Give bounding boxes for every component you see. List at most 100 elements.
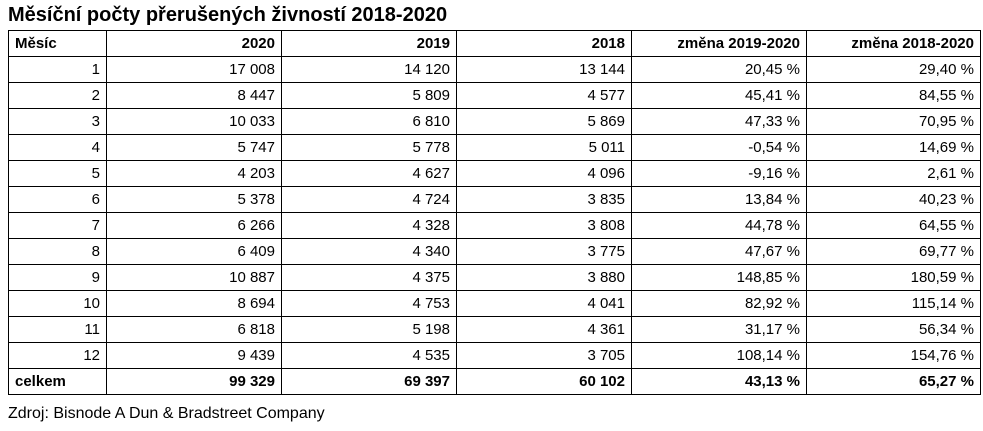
table-cell: 13 144 — [456, 56, 632, 83]
table-cell: 5 — [8, 160, 107, 187]
table-row: 11 6 818 5 198 4 361 31,17 % 56,34 % — [8, 316, 981, 343]
table-cell: 10 033 — [106, 108, 282, 135]
table-cell: 148,85 % — [631, 264, 807, 291]
table-cell: 56,34 % — [806, 316, 981, 343]
table-cell: 20,45 % — [631, 56, 807, 83]
total-row: celkem 99 329 69 397 60 102 43,13 % 65,27 % — [8, 368, 981, 395]
table-cell: 7 — [8, 212, 107, 239]
table-cell: 29,40 % — [806, 56, 981, 83]
table-cell: 9 439 — [106, 342, 282, 369]
table-cell: 5 747 — [106, 134, 282, 161]
table-cell: 5 198 — [281, 316, 457, 343]
table-cell: 13,84 % — [631, 186, 807, 213]
table-cell: 6 810 — [281, 108, 457, 135]
table-cell: 10 887 — [106, 264, 282, 291]
table-cell: 11 — [8, 316, 107, 343]
table-cell: 5 378 — [106, 186, 282, 213]
table-cell: 12 — [8, 342, 107, 369]
table-cell: 6 409 — [106, 238, 282, 265]
table-cell: 3 705 — [456, 342, 632, 369]
table-cell: 4 041 — [456, 290, 632, 317]
table-cell: 5 869 — [456, 108, 632, 135]
table-row: 12 9 439 4 535 3 705 108,14 % 154,76 % — [8, 342, 981, 369]
table-cell: 64,55 % — [806, 212, 981, 239]
table-cell: 4 724 — [281, 186, 457, 213]
header-row: Měsíc 2020 2019 2018 změna 2019-2020 změna 20… — [8, 30, 981, 57]
table-cell: 69,77 % — [806, 238, 981, 265]
table-cell: 84,55 % — [806, 82, 981, 109]
total-cell: celkem — [8, 368, 107, 395]
table-cell: 45,41 % — [631, 82, 807, 109]
table-cell: 2,61 % — [806, 160, 981, 187]
table-cell: 4 361 — [456, 316, 632, 343]
table-cell: 40,23 % — [806, 186, 981, 213]
table-cell: 82,92 % — [631, 290, 807, 317]
table-cell: 3 808 — [456, 212, 632, 239]
column-header: Měsíc — [8, 30, 107, 57]
table-cell: 6 266 — [106, 212, 282, 239]
table-cell: 17 008 — [106, 56, 282, 83]
table-cell: 8 447 — [106, 82, 282, 109]
table-cell: 31,17 % — [631, 316, 807, 343]
table-row: 10 8 694 4 753 4 041 82,92 % 115,14 % — [8, 290, 981, 317]
table-row: 1 17 008 14 120 13 144 20,45 % 29,40 % — [8, 56, 981, 83]
table-row: 9 10 887 4 375 3 880 148,85 % 180,59 % — [8, 264, 981, 291]
table-cell: 10 — [8, 290, 107, 317]
source-note: Zdroj: Bisnode A Dun & Bradstreet Compan… — [8, 405, 325, 422]
table-cell: 4 753 — [281, 290, 457, 317]
table-cell: 4 627 — [281, 160, 457, 187]
table-cell: 5 778 — [281, 134, 457, 161]
table-cell: 44,78 % — [631, 212, 807, 239]
table-cell: 4 096 — [456, 160, 632, 187]
table-cell: 3 880 — [456, 264, 632, 291]
table-title: Měsíční počty přerušených živností 2018-… — [8, 4, 448, 26]
table-cell: 115,14 % — [806, 290, 981, 317]
table-cell: 180,59 % — [806, 264, 981, 291]
data-table: Měsíc 2020 2019 2018 změna 2019-2020 změna 20… — [8, 30, 981, 395]
table-body: 1 17 008 14 120 13 144 20,45 % 29,40 % 2 8 447 5… — [8, 56, 981, 395]
table-cell: 3 835 — [456, 186, 632, 213]
total-cell: 60 102 — [456, 368, 632, 395]
table-cell: 1 — [8, 56, 107, 83]
total-cell: 69 397 — [281, 368, 457, 395]
total-cell: 43,13 % — [631, 368, 807, 395]
table-cell: 4 328 — [281, 212, 457, 239]
table-cell: 8 694 — [106, 290, 282, 317]
table-cell: -0,54 % — [631, 134, 807, 161]
table-cell: 5 011 — [456, 134, 632, 161]
table-cell: 70,95 % — [806, 108, 981, 135]
table-cell: 4 535 — [281, 342, 457, 369]
table-cell: 3 775 — [456, 238, 632, 265]
table-cell: 6 818 — [106, 316, 282, 343]
column-header: změna 2018-2020 — [806, 30, 981, 57]
table-cell: 154,76 % — [806, 342, 981, 369]
column-header: změna 2019-2020 — [631, 30, 807, 57]
table-cell: 9 — [8, 264, 107, 291]
table-cell: 4 577 — [456, 82, 632, 109]
table-cell: 8 — [8, 238, 107, 265]
column-header: 2019 — [281, 30, 457, 57]
table-cell: 47,67 % — [631, 238, 807, 265]
table-cell: 4 340 — [281, 238, 457, 265]
table-cell: 4 375 — [281, 264, 457, 291]
table-cell: 5 809 — [281, 82, 457, 109]
table-cell: 4 — [8, 134, 107, 161]
table-cell: 6 — [8, 186, 107, 213]
table-cell: 14 120 — [281, 56, 457, 83]
table-cell: 4 203 — [106, 160, 282, 187]
total-cell: 99 329 — [106, 368, 282, 395]
table-cell: 47,33 % — [631, 108, 807, 135]
table-cell: 3 — [8, 108, 107, 135]
column-header: 2018 — [456, 30, 632, 57]
table-cell: 108,14 % — [631, 342, 807, 369]
table-cell: 2 — [8, 82, 107, 109]
table-cell: 14,69 % — [806, 134, 981, 161]
table-row: 3 10 033 6 810 5 869 47,33 % 70,95 % — [8, 108, 981, 135]
column-header: 2020 — [106, 30, 282, 57]
